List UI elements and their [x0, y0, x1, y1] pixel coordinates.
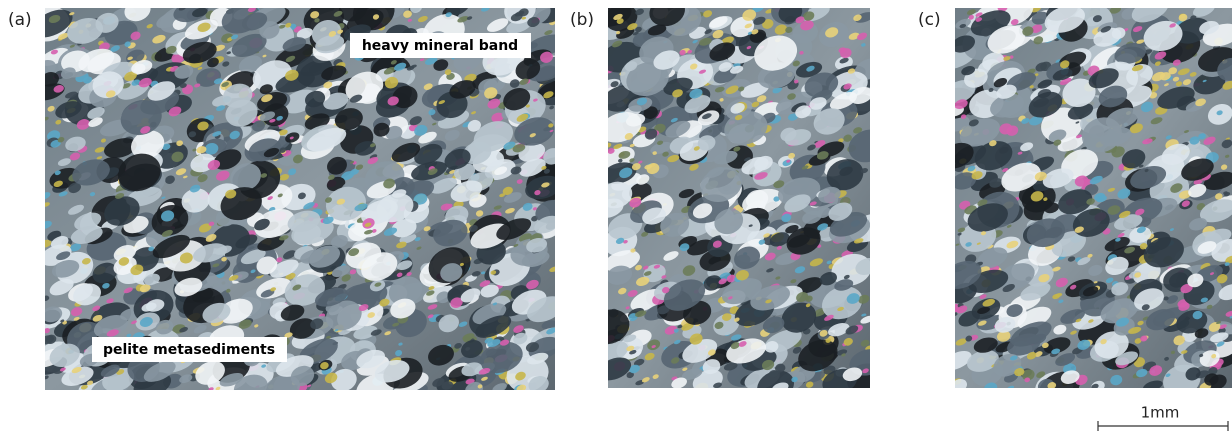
micrograph-c — [932, 0, 1232, 410]
scale-bar — [1098, 421, 1228, 431]
scale-bar-label: 1mm — [1141, 404, 1180, 422]
annotation: heavy mineral band — [362, 38, 518, 54]
panel-label: (b) — [570, 10, 594, 30]
annotation: pelite metasediments — [103, 342, 275, 358]
figure: (a) (b) (c) heavy mineral band pelite me… — [0, 0, 1232, 432]
panel-label: (a) — [8, 10, 32, 30]
micrograph-b — [584, 0, 893, 407]
panel-label: (c) — [918, 10, 941, 30]
